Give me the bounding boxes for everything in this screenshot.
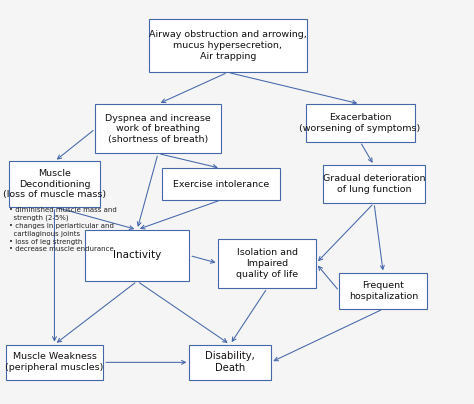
Text: Muscle
Deconditioning
(loss of muscle mass): Muscle Deconditioning (loss of muscle ma… [3, 169, 106, 200]
FancyBboxPatch shape [6, 345, 103, 380]
Text: Dyspnea and increase
work of breathing
(shortness of breath): Dyspnea and increase work of breathing (… [105, 114, 211, 144]
Text: • diminished muscle mass and
  strength (2-5%)
• changes in periarticular and
  : • diminished muscle mass and strength (2… [9, 207, 117, 252]
Text: Muscle Weakness
(peripheral muscles): Muscle Weakness (peripheral muscles) [5, 352, 104, 372]
FancyBboxPatch shape [219, 239, 316, 288]
Text: Frequent
hospitalization: Frequent hospitalization [349, 281, 418, 301]
FancyBboxPatch shape [190, 345, 271, 380]
Text: Airway obstruction and arrowing,
mucus hypersecretion,
Air trapping: Airway obstruction and arrowing, mucus h… [149, 30, 307, 61]
FancyBboxPatch shape [306, 104, 415, 142]
Text: Gradual deterioration
of lung function: Gradual deterioration of lung function [323, 174, 425, 194]
FancyBboxPatch shape [9, 162, 100, 207]
FancyBboxPatch shape [85, 230, 190, 281]
FancyBboxPatch shape [149, 19, 307, 72]
FancyBboxPatch shape [162, 168, 280, 200]
Text: Exercise intolerance: Exercise intolerance [173, 180, 269, 189]
Text: Isolation and
Impaired
quality of life: Isolation and Impaired quality of life [236, 248, 298, 279]
Text: Disability,
Death: Disability, Death [205, 351, 255, 373]
FancyBboxPatch shape [339, 273, 428, 309]
FancyBboxPatch shape [95, 104, 221, 154]
Text: Exacerbation
(worsening of symptoms): Exacerbation (worsening of symptoms) [300, 113, 421, 133]
FancyBboxPatch shape [323, 165, 425, 203]
Text: Inactivity: Inactivity [113, 250, 161, 261]
